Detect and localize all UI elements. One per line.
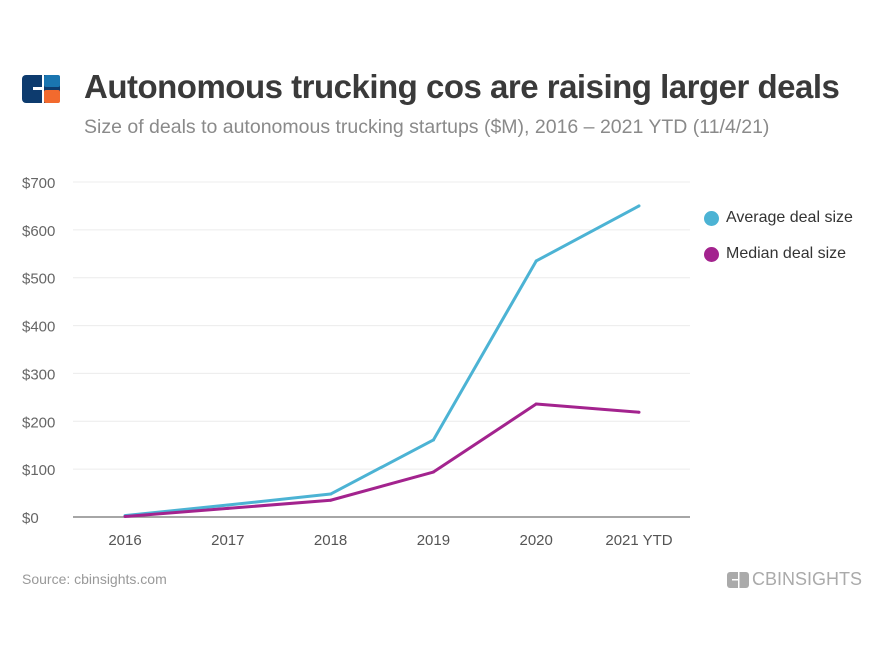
chart-subtitle: Size of deals to autonomous trucking sta… [84,116,770,138]
series-line-average [124,204,640,518]
cb-logo-icon [22,75,60,103]
y-tick-label: $300 [22,366,55,383]
y-tick-label: $100 [22,462,55,479]
legend-label: Median deal size [726,245,847,262]
x-tick-label: 2019 [417,532,450,549]
data-point [431,470,435,474]
legend-dot-icon [704,246,719,262]
chart-title: Autonomous trucking cos are raising larg… [84,68,840,105]
source-note: Source: cbinsights.com [22,571,167,587]
y-tick-label: $700 [22,175,55,192]
x-tick-label: 2020 [520,532,553,549]
data-point [637,410,641,414]
data-point [637,204,641,208]
data-point [329,498,333,502]
brand-logo: CBINSIGHTS [727,569,862,590]
data-point [123,515,127,519]
cb-brand-icon [727,571,749,588]
x-tick-label: 2021 YTD [605,532,672,549]
legend-item-median: Median deal size [704,245,846,263]
y-tick-label: $0 [22,510,39,527]
data-point [534,259,538,263]
brand-text: CBINSIGHTS [752,569,863,589]
data-point [226,503,230,507]
y-tick-label: $600 [22,223,55,240]
y-tick-label: $400 [22,319,55,336]
x-tick-label: 2018 [314,532,347,549]
y-tick-label: $500 [22,271,55,288]
x-tick-label: 2016 [108,532,141,549]
x-tick-label: 2017 [211,532,244,549]
legend-label: Average deal size [726,209,853,226]
legend-dot-icon [704,210,719,226]
data-point [431,438,435,442]
data-point [226,506,230,510]
series-line-median [124,402,640,519]
data-point [329,492,333,496]
legend-item-average: Average deal size [704,209,853,227]
y-tick-label: $200 [22,414,55,431]
data-point [534,402,538,406]
